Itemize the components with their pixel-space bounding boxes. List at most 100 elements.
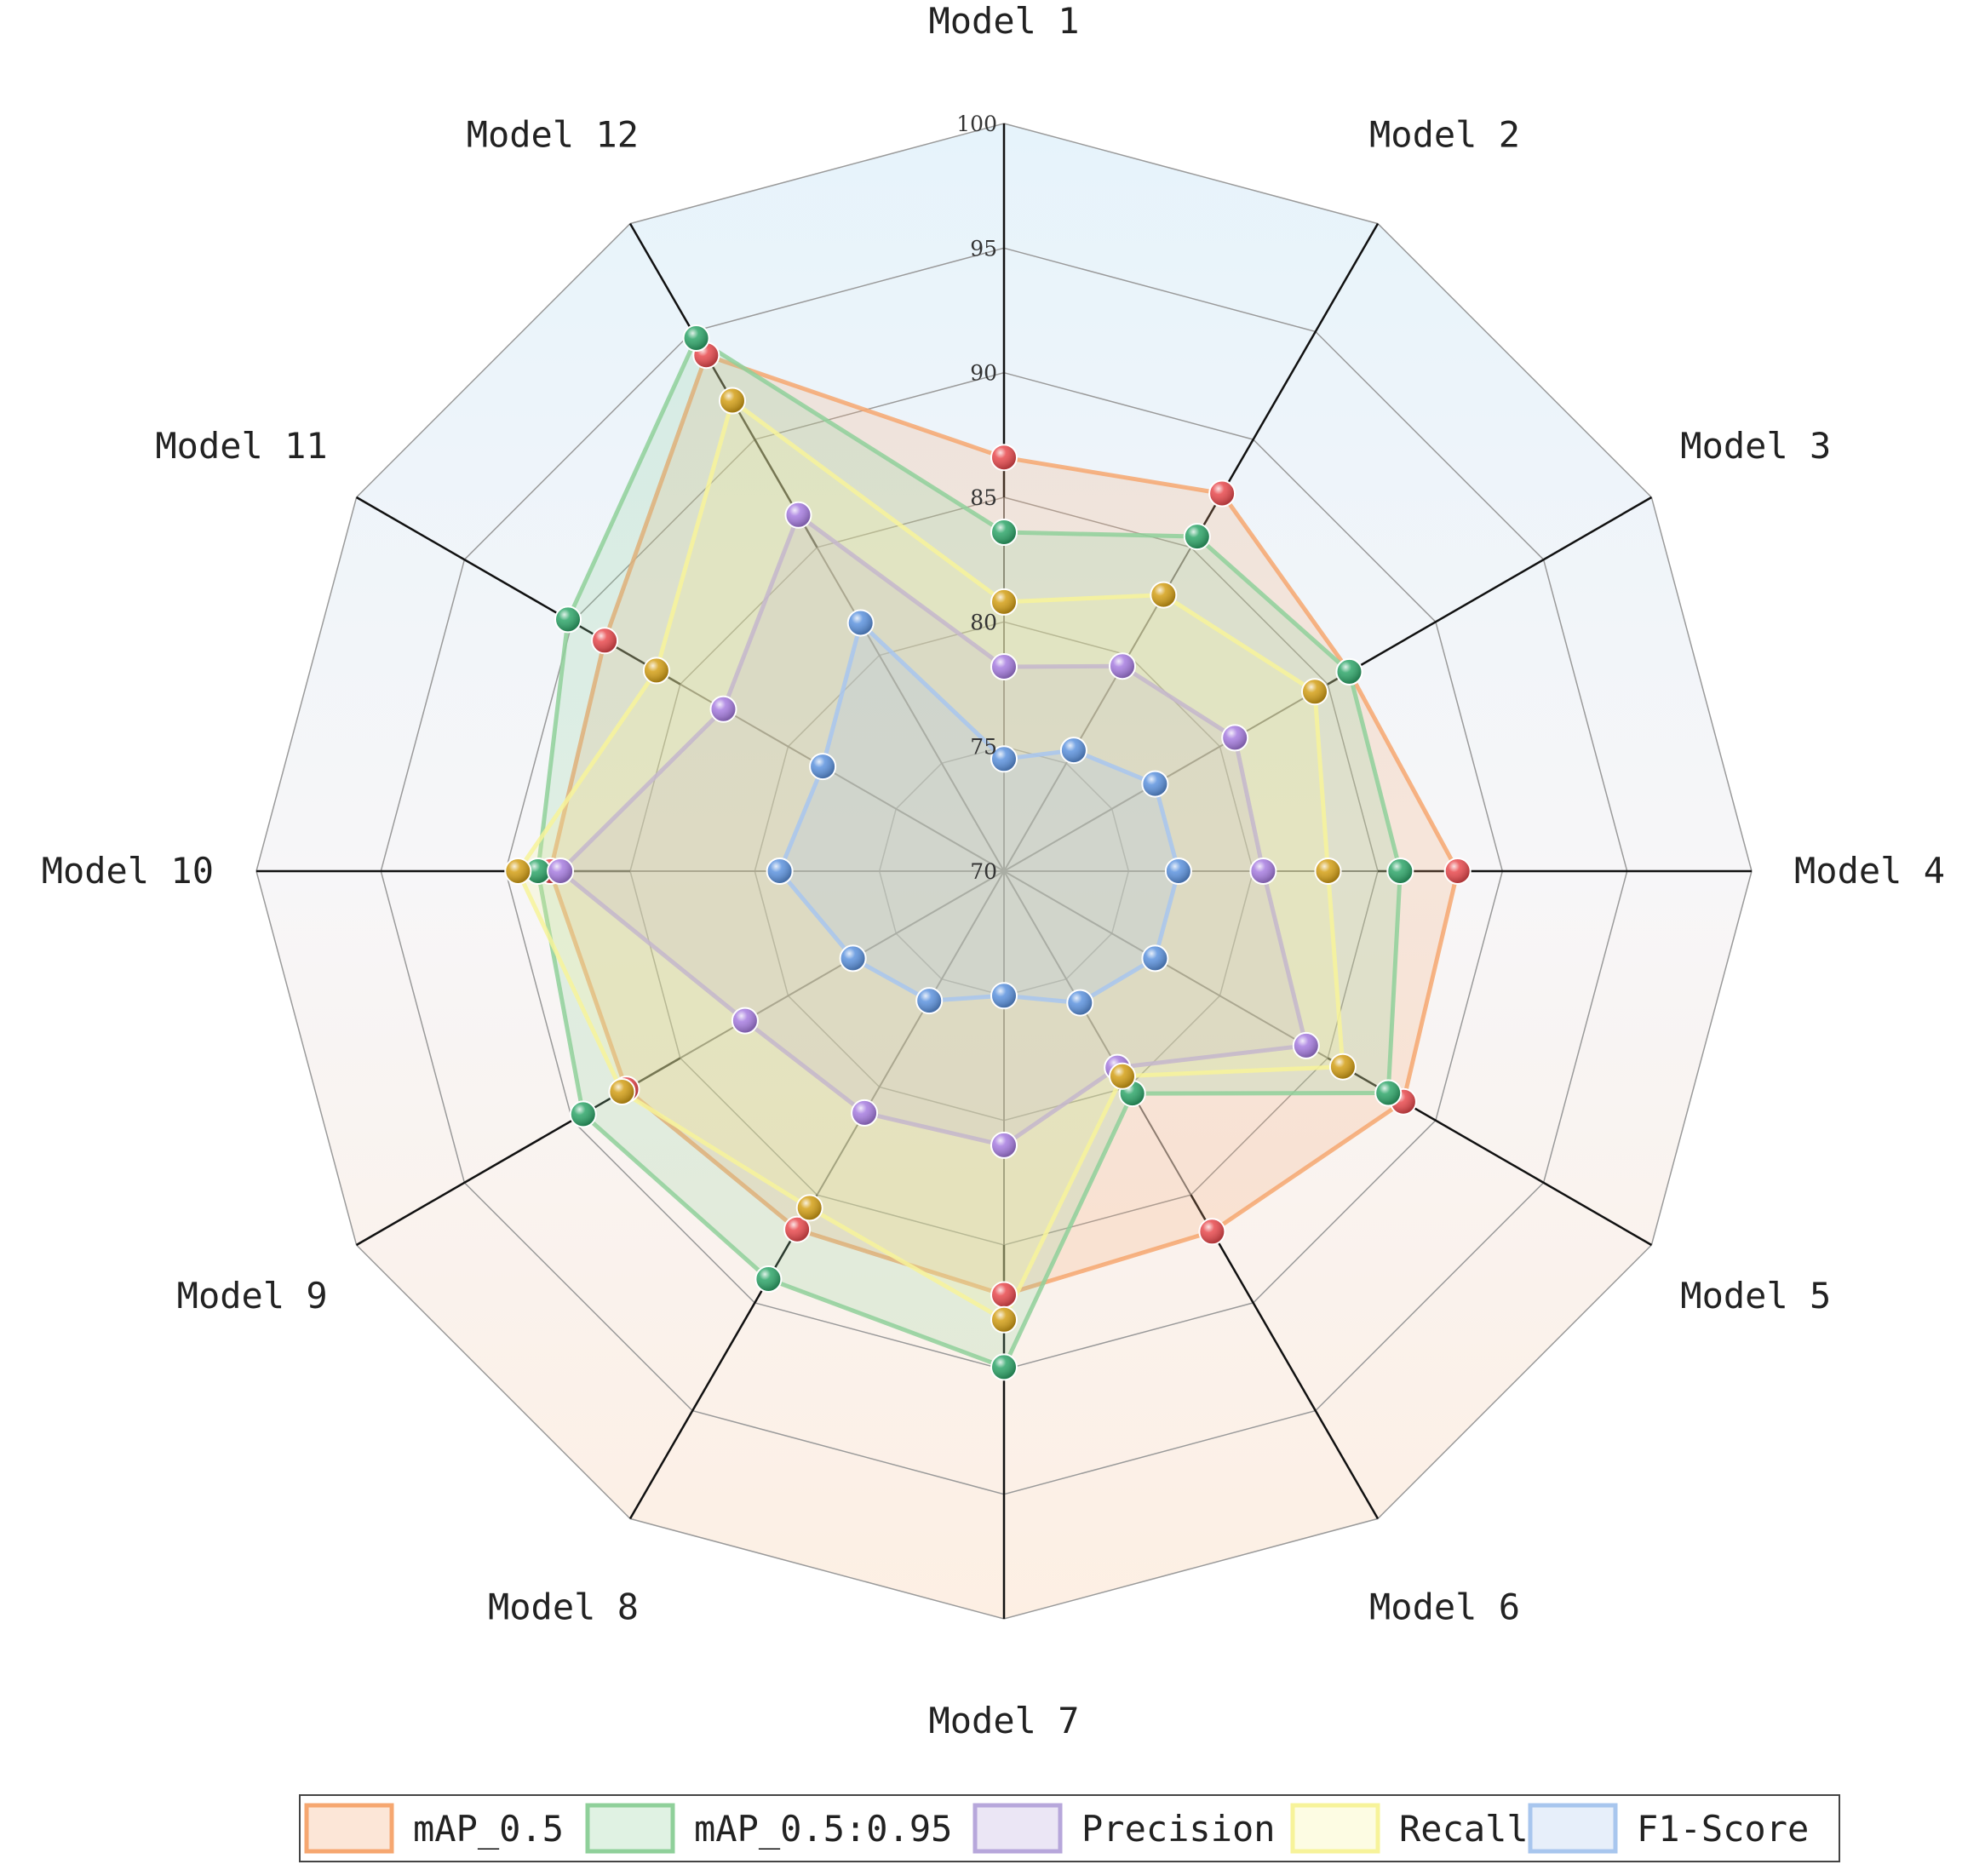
spoke-inner — [816, 870, 1005, 1196]
data-point — [784, 501, 812, 529]
data-point — [591, 627, 619, 655]
legend-label: mAP_0.5:0.95 — [694, 1808, 952, 1850]
data-point — [990, 444, 1018, 472]
tick-label: 70 — [970, 859, 997, 884]
legend-label: F1-Score — [1637, 1808, 1809, 1850]
data-point — [1301, 678, 1328, 706]
tick-label: 100 — [956, 112, 997, 136]
data-point — [915, 987, 944, 1015]
axis-label: Model 1 — [928, 0, 1079, 42]
axis-label: Model 9 — [177, 1275, 328, 1317]
data-point — [1386, 858, 1414, 885]
data-point — [990, 519, 1018, 546]
legend-swatch — [304, 1803, 394, 1854]
data-point — [754, 1265, 783, 1293]
data-point — [1141, 944, 1169, 972]
data-point — [1335, 657, 1363, 686]
data-point — [1198, 1218, 1226, 1246]
data-point — [990, 745, 1018, 773]
data-point — [524, 858, 552, 885]
axis-label: Model 6 — [1369, 1586, 1520, 1627]
data-point — [731, 1007, 759, 1035]
legend-item[interactable]: mAP_0.5:0.95 — [585, 1803, 952, 1854]
legend-swatch — [1290, 1803, 1380, 1854]
data-point — [1066, 989, 1094, 1017]
data-point — [682, 324, 710, 352]
spoke-outer — [1327, 496, 1652, 686]
spoke-outer — [628, 1194, 818, 1519]
data-point — [1374, 1079, 1403, 1107]
axis-label: Model 8 — [488, 1586, 639, 1627]
axis-label: Model 7 — [928, 1700, 1079, 1741]
legend-label: Precision — [1081, 1808, 1276, 1850]
tick-label: 85 — [970, 485, 997, 510]
spoke-inner — [816, 547, 1005, 872]
axis-label: Model 3 — [1680, 425, 1831, 467]
tick-label: 75 — [970, 735, 997, 760]
legend-label: Recall — [1399, 1808, 1529, 1850]
data-point — [1150, 581, 1178, 609]
data-point — [1109, 652, 1136, 680]
axis-label: Model 11 — [155, 425, 327, 467]
series-points — [504, 324, 1472, 1381]
data-point — [990, 588, 1018, 616]
data-point — [569, 1100, 597, 1128]
data-point — [1292, 1031, 1320, 1059]
data-point — [547, 858, 575, 885]
data-point — [990, 1281, 1018, 1309]
tick-label: 95 — [970, 236, 997, 261]
legend-swatch — [972, 1803, 1063, 1854]
data-point — [1221, 724, 1249, 752]
data-point — [851, 1099, 879, 1127]
axis-labels: 70 75 80 85 90 95 100 Model 1 Model 2 Model 3 Mode… — [42, 0, 1945, 1741]
data-point — [554, 605, 582, 634]
data-point — [719, 387, 746, 415]
spoke-outer — [356, 496, 681, 686]
data-point — [846, 609, 875, 637]
axis-label: Model 12 — [467, 114, 639, 156]
data-point — [1314, 858, 1342, 885]
data-point — [642, 657, 670, 685]
legend-swatch — [585, 1803, 675, 1854]
legend-item[interactable]: F1-Score — [1528, 1803, 1809, 1854]
legend-item[interactable]: Recall — [1290, 1803, 1529, 1854]
data-point — [990, 1305, 1018, 1334]
legend-item[interactable]: mAP_0.5 — [304, 1803, 564, 1854]
data-point — [783, 1215, 812, 1243]
legend-label: mAP_0.5 — [413, 1808, 564, 1850]
data-point — [709, 695, 737, 723]
data-point — [608, 1078, 636, 1105]
spoke-inner — [1003, 870, 1192, 1196]
data-point — [1443, 858, 1472, 885]
spoke-outer — [628, 223, 818, 548]
data-point — [1164, 858, 1192, 885]
data-point — [990, 1353, 1018, 1381]
spoke-outer — [1190, 1194, 1380, 1519]
series-areas — [515, 336, 1460, 1369]
data-point — [990, 982, 1018, 1010]
axis-label: Model 2 — [1369, 114, 1520, 156]
tick-label: 90 — [970, 361, 997, 386]
axis-label: Model 5 — [1680, 1275, 1831, 1317]
data-point — [1109, 1062, 1136, 1090]
data-point — [1141, 770, 1169, 798]
legend: mAP_0.5 mAP_0.5:0.95 Precision Recall F1-Sco… — [299, 1794, 1840, 1862]
data-point — [839, 944, 867, 972]
data-point — [1328, 1053, 1357, 1081]
axis-label: Model 4 — [1794, 850, 1945, 892]
data-point — [795, 1194, 823, 1222]
data-point — [1249, 858, 1277, 885]
legend-swatch — [1528, 1803, 1618, 1854]
data-point — [1208, 479, 1236, 508]
data-point — [1059, 737, 1087, 765]
data-point — [990, 1131, 1018, 1159]
axis-label: Model 10 — [42, 850, 214, 892]
data-point — [766, 858, 794, 885]
data-point — [809, 753, 837, 781]
data-point — [990, 653, 1018, 680]
tick-label: 80 — [970, 610, 997, 634]
legend-item[interactable]: Precision — [972, 1803, 1276, 1854]
data-point — [504, 858, 532, 885]
data-point — [1183, 523, 1211, 551]
